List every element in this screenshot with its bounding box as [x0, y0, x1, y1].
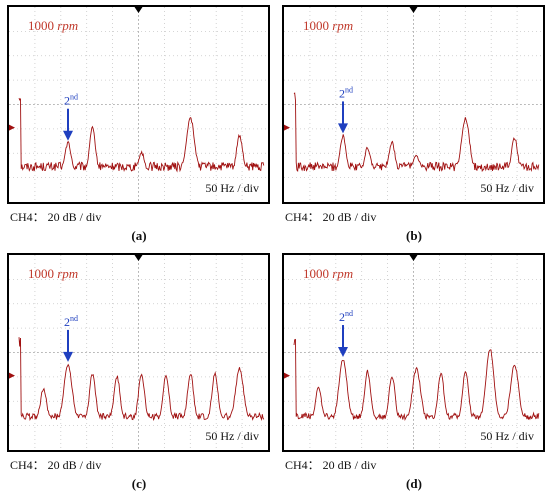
grid: [9, 255, 268, 450]
caption-b: (b): [406, 228, 422, 243]
freq-div-label-a: 50 Hz / div: [205, 181, 259, 195]
trigger-marker: [134, 255, 143, 261]
harmonic-label: 2nd: [64, 93, 78, 108]
harmonic-label: 2nd: [339, 85, 353, 100]
channel-label-c: CH4： 20 dB / div: [10, 458, 102, 472]
channel-label-a: CH4： 20 dB / div: [10, 210, 102, 224]
speed-label-a: 1000 rpm: [28, 18, 79, 33]
caption-a: (a): [131, 228, 147, 243]
caption-c: (c): [131, 476, 147, 491]
harmonic-label-sup: nd: [70, 314, 78, 323]
scope-screen-c: 2nd 1000 rpm 50 Hz / div: [7, 253, 270, 452]
channel-label-d: CH4： 20 dB / div: [285, 458, 377, 472]
freq-div-label-b: 50 Hz / div: [480, 181, 534, 195]
channel-label-b: CH4： 20 dB / div: [285, 210, 377, 224]
trigger-marker: [409, 255, 418, 261]
panel-a: 2nd 1000 rpm 50 Hz / div CH4： 20 dB / di…: [0, 0, 270, 243]
level-marker: [284, 372, 290, 379]
grid: [284, 7, 543, 202]
harmonic-arrow-head: [338, 347, 348, 358]
panel-b: 2nd 1000 rpm 50 Hz / div CH4： 20 dB / di…: [275, 0, 545, 243]
grid: [9, 7, 268, 202]
speed-label-c: 1000 rpm: [28, 266, 79, 281]
spectrum-plot-d: 2nd: [284, 255, 543, 450]
harmonic-arrow-head: [63, 351, 73, 362]
grid: [284, 255, 543, 450]
spectrum-trace: [18, 337, 265, 422]
level-marker: [284, 124, 290, 131]
spectrum-plot-b: 2nd: [284, 7, 543, 202]
scope-screen-b: 2nd 1000 rpm 50 Hz / div: [282, 5, 545, 204]
harmonic-label: 2nd: [339, 309, 353, 324]
scope-screen-d: 2nd 1000 rpm 50 Hz / div: [282, 253, 545, 452]
harmonic-arrow-head: [338, 123, 348, 134]
harmonic-label-sup: nd: [70, 93, 78, 102]
speed-label-b: 1000 rpm: [303, 18, 354, 33]
harmonic-label: 2nd: [64, 314, 78, 329]
panel-d: 2nd 1000 rpm 50 Hz / div CH4： 20 dB / di…: [275, 248, 545, 491]
spectrum-trace: [293, 338, 540, 421]
harmonic-arrow-head: [63, 130, 73, 141]
spectrum-plot-a: 2nd: [9, 7, 268, 202]
harmonic-label-sup: nd: [345, 85, 353, 94]
level-marker: [9, 372, 15, 379]
scope-screen-a: 2nd 1000 rpm 50 Hz / div: [7, 5, 270, 204]
spectrum-trace: [18, 97, 265, 173]
freq-div-label-d: 50 Hz / div: [480, 429, 534, 443]
panel-c: 2nd 1000 rpm 50 Hz / div CH4： 20 dB / di…: [0, 248, 270, 491]
caption-d: (d): [406, 476, 422, 491]
trigger-marker: [409, 7, 418, 13]
spectrum-trace: [293, 92, 540, 173]
level-marker: [9, 124, 15, 131]
trigger-marker: [134, 7, 143, 13]
speed-label-d: 1000 rpm: [303, 266, 354, 281]
spectrum-plot-c: 2nd: [9, 255, 268, 450]
freq-div-label-c: 50 Hz / div: [205, 429, 259, 443]
harmonic-label-sup: nd: [345, 309, 353, 318]
